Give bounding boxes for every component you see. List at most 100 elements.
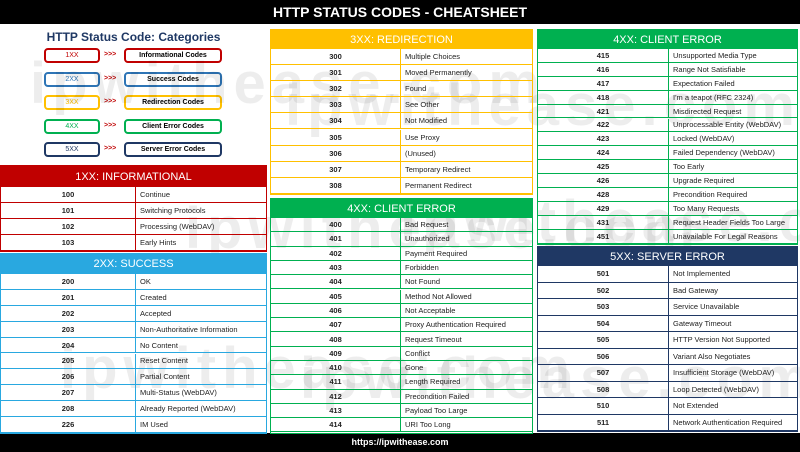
- status-code: 426: [538, 174, 669, 187]
- category-arrow: >>>: [104, 98, 117, 105]
- table-row: 504 Gateway Timeout: [538, 315, 797, 332]
- status-description: Upgrade Required: [673, 176, 735, 186]
- status-code: 201: [1, 289, 136, 305]
- status-description: Not Acceptable: [405, 305, 456, 315]
- table-row: 300 Multiple Choices: [271, 49, 532, 66]
- status-code: 101: [1, 203, 136, 218]
- table-row: 411 Length Required: [271, 375, 532, 390]
- status-description: Not Implemented: [673, 269, 731, 279]
- table-row: 426 Upgrade Required: [538, 174, 797, 188]
- status-description: Multi-Status (WebDAV): [140, 388, 217, 398]
- category-code: 4XX: [44, 118, 100, 134]
- table-row: 302 Found: [271, 81, 532, 98]
- status-description: Permanent Redirect: [405, 180, 472, 190]
- status-description: Already Reported (WebDAV): [140, 404, 236, 414]
- status-code: 422: [538, 118, 669, 132]
- status-code: 412: [271, 389, 401, 403]
- status-description: Variant Also Negotiates: [673, 351, 751, 361]
- table-row: 405 Method Not Allowed: [271, 289, 532, 304]
- section-title: 3XX: REDIRECTION: [271, 30, 532, 49]
- table-row: 428 Precondition Required: [538, 188, 797, 202]
- status-description: Not Found: [405, 277, 441, 287]
- section: 2XX: SUCCESS 200 OK 201 Created 202 Accepted 20…: [0, 253, 267, 434]
- category-arrow: >>>: [104, 74, 117, 82]
- status-code: 416: [538, 62, 669, 76]
- section: 5XX: SERVER ERROR 501 Not Implemented 502 Ba…: [537, 246, 798, 432]
- table-row: 511 Network Authentication Required: [538, 414, 797, 431]
- status-description: Gateway Timeout: [673, 318, 732, 328]
- status-description: Method Not Allowed: [405, 291, 472, 301]
- status-code: 508: [538, 381, 669, 397]
- section: 3XX: REDIRECTION 300 Multiple Choices 301 Mo…: [270, 29, 533, 195]
- status-description: Service Unavailable: [673, 302, 740, 312]
- table-row: 406 Not Acceptable: [271, 303, 532, 319]
- status-description: Found: [405, 84, 427, 94]
- section: 4XX: CLIENT ERROR 415 Unsupported Media Ty…: [537, 29, 798, 245]
- table-row: 226 IM Used: [1, 417, 266, 433]
- status-code: 418: [538, 90, 669, 104]
- table-row: 401 Unauthorized: [271, 232, 532, 247]
- status-code: 503: [538, 299, 669, 315]
- status-description: Proxy Authentication Required: [405, 320, 506, 330]
- status-description: Unavailable For Legal Reasons: [673, 231, 778, 241]
- status-code: 504: [538, 315, 669, 331]
- section-title: 2XX: SUCCESS: [1, 254, 266, 274]
- categories-title: HTTP Status Code: Categories: [46, 30, 221, 44]
- table-row: 410 Gone: [271, 361, 532, 376]
- status-code: 410: [271, 361, 401, 375]
- categories-panel: HTTP Status Code: Categories 1XX >>> Infor…: [0, 26, 267, 162]
- status-description: See Other: [405, 100, 440, 110]
- status-description: Too Early: [673, 162, 705, 172]
- table-row: 425 Too Early: [538, 160, 797, 175]
- status-description: Not Modified: [405, 116, 448, 126]
- status-description: Range Not Satisfiable: [673, 64, 746, 74]
- status-code: 451: [538, 229, 669, 243]
- table-row: 308 Permanent Redirect: [271, 177, 532, 194]
- table-row: 413 Payload Too Large: [271, 403, 532, 419]
- status-code: 424: [538, 146, 669, 160]
- table-row: 414 URI Too Long: [271, 418, 532, 433]
- status-description: OK: [140, 276, 151, 286]
- status-code: 202: [1, 305, 136, 321]
- table-row: 423 Locked (WebDAV): [538, 132, 797, 147]
- status-description: Request Header Fields Too Large: [673, 217, 786, 227]
- status-code: 511: [538, 414, 669, 430]
- status-code: 428: [538, 188, 669, 201]
- status-description: Created: [140, 292, 167, 302]
- status-code: 400: [271, 218, 401, 232]
- table-row: 305 Use Proxy: [271, 129, 532, 146]
- status-description: Request Timeout: [405, 334, 462, 344]
- table-row: 202 Accepted: [1, 305, 266, 322]
- status-description: Bad Gateway: [673, 285, 719, 295]
- status-description: I'm a teapot (RFC 2324): [673, 92, 754, 102]
- category-code: 3XX: [44, 95, 100, 110]
- status-code: 507: [538, 365, 669, 381]
- status-description: Expectation Failed: [673, 78, 735, 88]
- table-row: 103 Early Hints: [1, 235, 266, 251]
- status-code: 207: [1, 385, 136, 401]
- table-row: 506 Variant Also Negotiates: [538, 348, 797, 365]
- table-row: 505 HTTP Version Not Supported: [538, 332, 797, 349]
- status-description: Forbidden: [405, 263, 439, 273]
- status-description: Payload Too Large: [405, 406, 468, 416]
- status-code: 301: [271, 65, 401, 81]
- status-description: Unprocessable Entity (WebDAV): [673, 120, 782, 130]
- table-row: 307 Temporary Redirect: [271, 161, 532, 178]
- status-description: Switching Protocols: [140, 206, 206, 215]
- category-label: Server Error Codes: [124, 142, 222, 157]
- status-description: Multiple Choices: [405, 52, 461, 62]
- table-row: 304 Not Modified: [271, 113, 532, 130]
- table-row: 418 I'm a teapot (RFC 2324): [538, 90, 797, 105]
- status-description: Length Required: [405, 377, 461, 387]
- status-description: Partial Content: [140, 372, 190, 382]
- category-label: Redirection Codes: [124, 95, 222, 110]
- status-description: Accepted: [140, 308, 172, 318]
- status-description: Too Many Requests: [673, 203, 740, 213]
- table-row: 431 Request Header Fields Too Large: [538, 215, 797, 230]
- status-description: HTTP Version Not Supported: [673, 335, 770, 345]
- footer-url: https://ipwithease.com: [0, 433, 800, 452]
- table-row: 415 Unsupported Media Type: [538, 49, 797, 63]
- status-code: 510: [538, 398, 669, 414]
- status-code: 305: [271, 129, 401, 145]
- section: 4XX: CLIENT ERROR 400 Bad Request 401 Unauth…: [270, 198, 533, 434]
